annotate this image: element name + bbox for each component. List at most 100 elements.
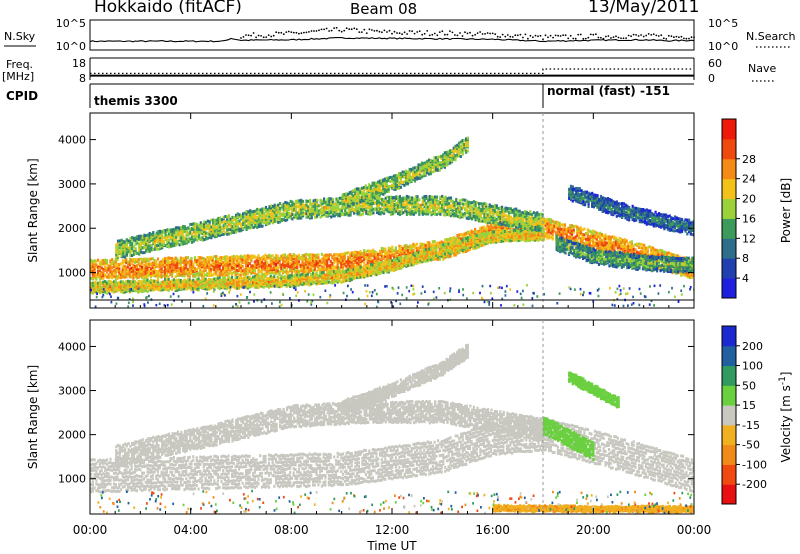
- search-noise-dot: [476, 32, 479, 34]
- data-cell: [260, 279, 264, 283]
- data-cell: [495, 240, 498, 244]
- data-cell: [481, 232, 484, 236]
- data-cell: [585, 242, 588, 246]
- data-cell: [308, 279, 311, 283]
- data-cell: [356, 251, 359, 254]
- data-cell: [276, 266, 279, 270]
- data-cell: [304, 264, 308, 268]
- data-cell: [357, 251, 360, 255]
- data-cell: [95, 284, 98, 288]
- data-cell: [341, 271, 345, 275]
- data-cell: [417, 251, 420, 254]
- data-cell: [250, 264, 253, 268]
- data-cell: [616, 243, 619, 247]
- data-cell: [421, 254, 424, 258]
- data-cell: [134, 264, 137, 268]
- data-cell: [216, 265, 219, 269]
- data-cell: [294, 284, 297, 288]
- data-cell: [119, 290, 123, 293]
- data-cell: [155, 279, 158, 283]
- data-cell: [287, 274, 290, 278]
- data-cell: [149, 274, 153, 278]
- data-cell: [164, 271, 167, 275]
- data-cell: [185, 286, 188, 290]
- data-cell: [119, 285, 123, 289]
- data-cell: [442, 245, 445, 249]
- data-cell: [208, 256, 211, 260]
- data-cell: [361, 271, 364, 275]
- data-cell: [141, 260, 144, 264]
- data-cell: [107, 279, 110, 283]
- data-cell: [171, 288, 174, 291]
- search-noise-dot: [688, 37, 690, 40]
- search-noise-dot: [252, 32, 255, 34]
- data-cell: [384, 251, 387, 255]
- data-cell: [234, 265, 237, 269]
- data-cell: [391, 250, 394, 254]
- data-cell: [304, 261, 308, 264]
- data-cell: [347, 251, 350, 255]
- search-noise-dot: [627, 34, 630, 37]
- data-cell: [290, 274, 293, 278]
- data-cell: [386, 260, 389, 264]
- data-cell: [440, 249, 443, 253]
- data-cell: [560, 223, 563, 227]
- data-cell: [178, 268, 181, 272]
- data-cell: [188, 278, 191, 282]
- data-cell: [549, 218, 552, 222]
- data-cell: [297, 277, 301, 281]
- search-noise-dot: [345, 27, 348, 30]
- data-cell: [556, 223, 559, 227]
- search-noise-dot: [640, 34, 642, 36]
- data-cell: [171, 258, 174, 262]
- search-noise-dot: [368, 28, 371, 31]
- data-cell: [382, 250, 385, 253]
- data-cell: [275, 259, 278, 263]
- data-cell: [472, 238, 475, 242]
- data-cell: [282, 261, 285, 265]
- data-cell: [296, 263, 299, 266]
- data-cell: [142, 276, 146, 280]
- data-cell: [266, 272, 269, 276]
- data-cell: [204, 261, 207, 265]
- data-cell: [118, 267, 121, 271]
- data-cell: [225, 287, 228, 291]
- data-cell: [386, 264, 389, 268]
- data-cell: [639, 246, 642, 250]
- search-noise-dot: [335, 26, 338, 29]
- data-cell: [183, 287, 186, 291]
- data-cell: [558, 225, 561, 229]
- data-cell: [218, 276, 221, 280]
- data-cell: [276, 269, 279, 273]
- data-cell: [160, 284, 163, 288]
- search-noise-dot: [403, 31, 406, 34]
- search-noise-dot: [310, 30, 313, 32]
- data-cell: [179, 261, 182, 265]
- data-cell: [599, 240, 602, 244]
- data-cell: [253, 263, 256, 267]
- data-cell: [294, 277, 297, 281]
- data-cell: [341, 256, 345, 260]
- data-cell: [250, 266, 253, 270]
- data-cell: [331, 261, 334, 265]
- data-cell: [301, 261, 304, 265]
- data-cell: [290, 265, 293, 269]
- data-cell: [548, 234, 551, 238]
- data-cell: [581, 239, 584, 243]
- data-cell: [551, 219, 554, 223]
- data-cell: [461, 240, 464, 244]
- data-cell: [405, 248, 408, 252]
- data-cell: [128, 269, 131, 273]
- data-cell: [606, 245, 609, 249]
- data-cell: [368, 272, 371, 276]
- data-cell: [220, 260, 223, 263]
- data-cell: [238, 276, 241, 280]
- search-noise-dot: [489, 32, 491, 35]
- data-cell: [209, 255, 212, 259]
- data-cell: [336, 276, 339, 279]
- data-cell: [250, 283, 253, 286]
- data-cell: [181, 274, 184, 278]
- data-cell: [137, 260, 140, 264]
- data-cell: [500, 229, 503, 233]
- data-cell: [97, 269, 100, 273]
